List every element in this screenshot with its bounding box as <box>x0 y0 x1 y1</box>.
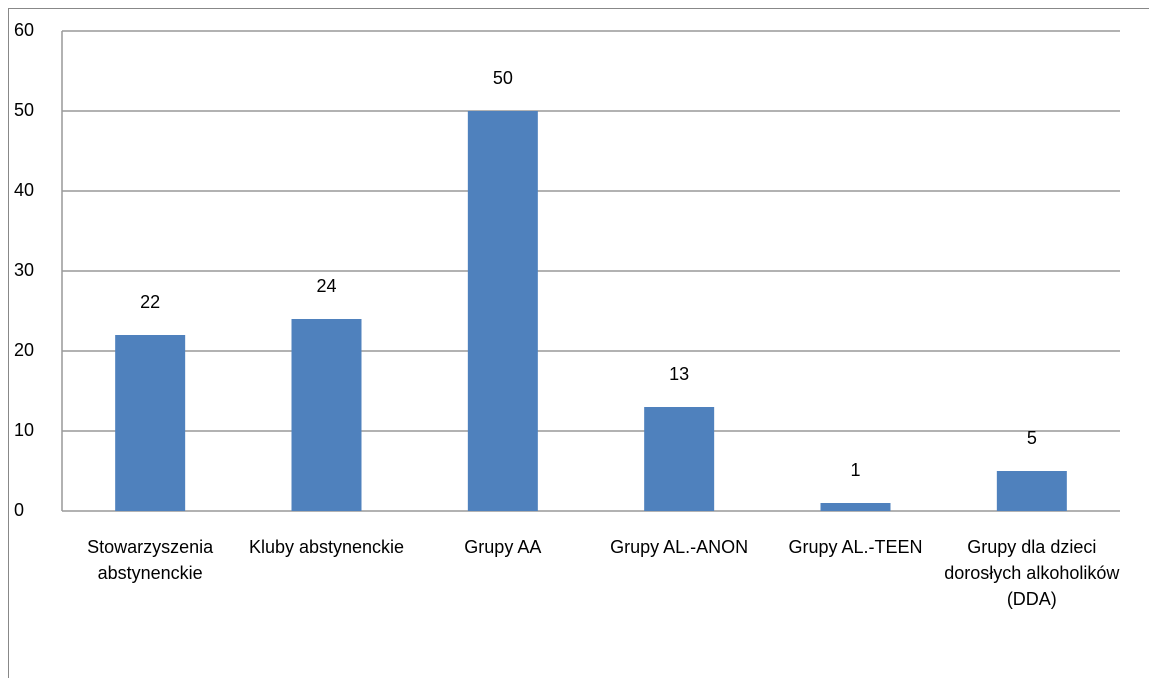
bar <box>996 471 1067 511</box>
data-label: 50 <box>493 68 513 88</box>
x-tick-label: Grupy AA <box>464 537 542 557</box>
bar <box>467 111 538 511</box>
x-tick-label: Grupy AL.-TEEN <box>788 537 923 557</box>
bar <box>115 335 186 511</box>
data-label: 13 <box>669 364 689 384</box>
x-tick-label: Stowarzyszenia abstynenckie <box>87 537 214 583</box>
chart-border <box>8 8 1149 678</box>
y-tick-label: 30 <box>14 260 34 280</box>
data-label: 22 <box>140 292 160 312</box>
bar <box>820 503 891 511</box>
data-label: 1 <box>850 460 860 480</box>
y-tick-label: 60 <box>14 20 34 40</box>
y-tick-label: 10 <box>14 420 34 440</box>
bar <box>644 407 715 511</box>
bar <box>291 319 362 511</box>
y-tick-label: 0 <box>14 500 24 520</box>
y-tick-label: 20 <box>14 340 34 360</box>
x-tick-label: Grupy AL.-ANON <box>610 537 749 557</box>
data-label: 24 <box>316 276 336 296</box>
x-tick-label: Grupy dla dzieci dorosłych alkoholików (… <box>944 537 1120 609</box>
x-tick-label: Kluby abstynenckie <box>248 537 405 557</box>
data-label: 5 <box>1027 428 1037 448</box>
y-tick-label: 50 <box>14 100 34 120</box>
y-tick-label: 40 <box>14 180 34 200</box>
